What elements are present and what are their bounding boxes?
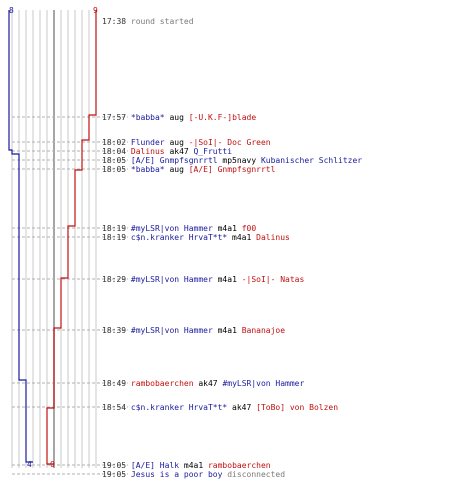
blue-team-line xyxy=(8,10,33,463)
event-text: aug xyxy=(164,113,189,122)
event-row: 18:05 [A/E] Gnmpfsgnrrtl mp5navy Kubanis… xyxy=(102,156,362,165)
event-text: rambobaerchen xyxy=(207,461,271,470)
event-time: 18:05 xyxy=(102,165,131,174)
red-start-count: 9 xyxy=(93,6,98,15)
event-text: m4a1 xyxy=(212,326,242,335)
event-text: mp5navy xyxy=(217,156,261,165)
blue-end-count: 4 xyxy=(27,460,32,469)
event-text: #myLSR|von Hammer xyxy=(222,379,305,388)
event-text: *babba* xyxy=(130,165,165,174)
event-text: round started xyxy=(130,17,194,26)
event-text: -|SoI|- Natas xyxy=(241,275,305,284)
event-text: #myLSR|von Hammer xyxy=(130,326,213,335)
event-text: [-U.K.F-]blade xyxy=(188,113,257,122)
event-text: Bananajoe xyxy=(241,326,286,335)
event-text: ak47 xyxy=(193,379,223,388)
event-text: Dalinus xyxy=(130,147,165,156)
event-text: c$n.kranker HrvaT*t* xyxy=(130,233,228,242)
event-text: m4a1 xyxy=(212,224,242,233)
event-row: 18:19 #myLSR|von Hammer m4a1 f00 xyxy=(102,224,256,233)
event-row: 19:05 Jesus is a poor boy disconnected xyxy=(102,470,285,479)
event-text: m4a1 xyxy=(212,275,242,284)
event-row: 18:05 *babba* aug [A/E] Gnmpfsgnrrtl xyxy=(102,165,275,174)
event-text: Q_Frutti xyxy=(193,147,233,156)
event-text: Flunder xyxy=(130,138,165,147)
event-row: 18:54 c$n.kranker HrvaT*t* ak47 [ToBo] v… xyxy=(102,403,338,412)
event-row: 17:57 *babba* aug [-U.K.F-]blade xyxy=(102,113,256,122)
red-team-line xyxy=(46,10,97,465)
event-time: 18:02 xyxy=(102,138,131,147)
event-text: m4a1 xyxy=(179,461,208,470)
event-row: 19:05 [A/E] Halk m4a1 rambobaerchen xyxy=(102,461,271,470)
event-text: aug xyxy=(164,165,189,174)
event-text: [ToBo] von Bolzen xyxy=(256,403,339,412)
event-text: [A/E] Gnmpfsgnrrtl xyxy=(130,156,218,165)
event-time: 17:57 xyxy=(102,113,131,122)
event-time: 18:54 xyxy=(102,403,131,412)
event-text: rambobaerchen xyxy=(130,379,194,388)
event-time: 18:49 xyxy=(102,379,131,388)
event-text: #myLSR|von Hammer xyxy=(130,275,213,284)
event-text: Jesus is a poor boy xyxy=(130,470,223,479)
event-time: 19:05 xyxy=(102,461,131,470)
event-row: 18:02 Flunder aug -|SoI|- Doc Green xyxy=(102,138,271,147)
event-text: c$n.kranker HrvaT*t* xyxy=(130,403,228,412)
event-row: 18:39 #myLSR|von Hammer m4a1 Bananajoe xyxy=(102,326,285,335)
event-text: aug xyxy=(164,138,189,147)
event-time: 17:38 xyxy=(102,17,131,26)
event-text: *babba* xyxy=(130,113,165,122)
event-text: Dalinus xyxy=(256,233,290,242)
event-text: ak47 xyxy=(227,403,257,412)
event-time: 18:39 xyxy=(102,326,131,335)
red-end-count: 0 xyxy=(50,460,55,469)
event-time: 18:29 xyxy=(102,275,131,284)
event-text: f00 xyxy=(241,224,257,233)
event-text: m4a1 xyxy=(227,233,257,242)
event-row: 18:49 rambobaerchen ak47 #myLSR|von Hamm… xyxy=(102,379,304,388)
event-text: ak47 xyxy=(164,147,194,156)
event-text: [A/E] Gnmpfsgnrrtl xyxy=(188,165,276,174)
event-row: 18:04 Dalinus ak47 Q_Frutti xyxy=(102,147,232,156)
event-time: 18:04 xyxy=(102,147,131,156)
blue-start-count: 8 xyxy=(9,6,14,15)
event-text: -|SoI|- Doc Green xyxy=(188,138,271,147)
event-row: 18:29 #myLSR|von Hammer m4a1 -|SoI|- Nat… xyxy=(102,275,304,284)
event-text: disconnected xyxy=(222,470,286,479)
event-row: 18:19 c$n.kranker HrvaT*t* m4a1 Dalinus xyxy=(102,233,290,242)
event-time: 18:05 xyxy=(102,156,131,165)
event-row: 17:38 round started xyxy=(102,17,194,26)
event-text: #myLSR|von Hammer xyxy=(130,224,213,233)
event-time: 19:05 xyxy=(102,470,131,479)
event-time: 18:19 xyxy=(102,224,131,233)
event-time: 18:19 xyxy=(102,233,131,242)
event-text: [A/E] Halk xyxy=(130,461,180,470)
event-text: Kubanischer Schlitzer xyxy=(260,156,363,165)
